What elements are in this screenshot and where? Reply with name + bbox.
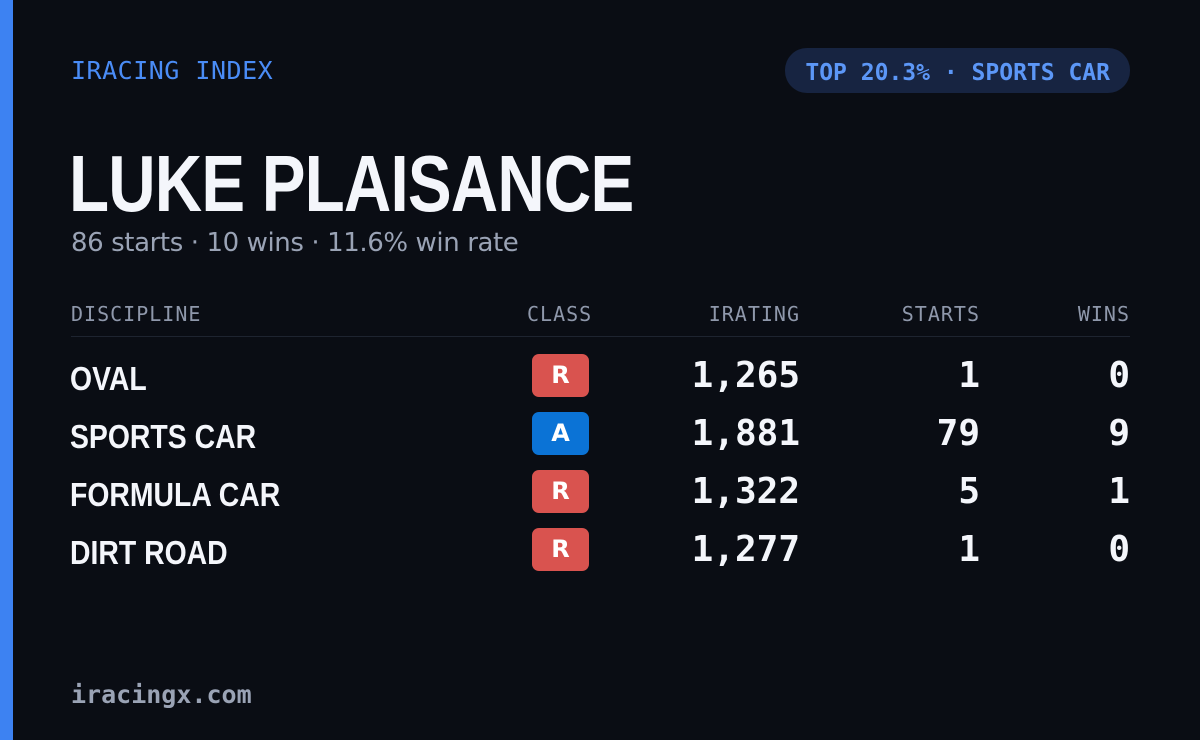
starts-value: 5	[958, 471, 980, 512]
accent-bar	[0, 0, 13, 740]
discipline-name: SPORTS CAR	[70, 418, 257, 455]
starts-value: 1	[958, 529, 980, 570]
wins-value: 1	[1108, 471, 1130, 512]
table-row: DIRT ROAD R 1,277 1 0	[0, 528, 1200, 586]
irating-value: 1,265	[691, 355, 800, 396]
rank-badge: TOP 20.3% · SPORTS CAR	[785, 48, 1130, 93]
discipline-name: OVAL	[70, 360, 147, 397]
table-row: FORMULA CAR R 1,322 5 1	[0, 470, 1200, 528]
irating-value: 1,322	[691, 471, 800, 512]
irating-value: 1,881	[691, 413, 800, 454]
header-divider	[71, 336, 1130, 337]
wins-value: 0	[1108, 529, 1130, 570]
discipline-name: FORMULA CAR	[70, 476, 281, 513]
driver-summary: 86 starts · 10 wins · 11.6% win rate	[71, 228, 519, 258]
header-starts: STARTS	[901, 302, 980, 326]
driver-name: LUKE PLAISANCE	[69, 139, 634, 228]
footer-domain: iracingx.com	[71, 680, 252, 709]
starts-value: 1	[958, 355, 980, 396]
brand-label: IRACING INDEX	[71, 56, 274, 85]
class-badge: R	[532, 354, 589, 397]
class-badge: R	[532, 470, 589, 513]
starts-value: 79	[936, 413, 980, 454]
discipline-name: DIRT ROAD	[70, 534, 228, 571]
header-class: CLASS	[527, 302, 593, 326]
wins-value: 9	[1108, 413, 1130, 454]
table-row: OVAL R 1,265 1 0	[0, 354, 1200, 412]
header-discipline: DISCIPLINE	[71, 302, 202, 326]
wins-value: 0	[1108, 355, 1130, 396]
header-irating: IRATING	[708, 302, 800, 326]
irating-value: 1,277	[691, 529, 800, 570]
class-badge: R	[532, 528, 589, 571]
class-badge: A	[532, 412, 589, 455]
table-row: SPORTS CAR A 1,881 79 9	[0, 412, 1200, 470]
header-wins: WINS	[1077, 302, 1130, 326]
